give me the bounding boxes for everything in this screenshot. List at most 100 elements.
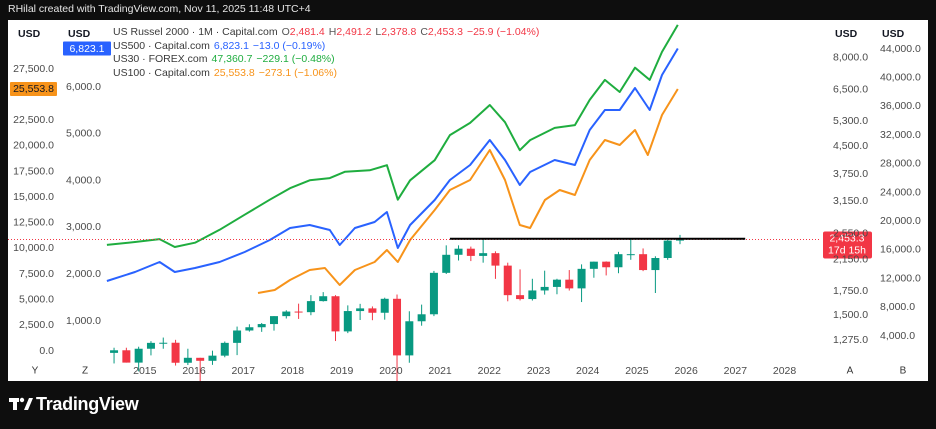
candle-body [368,308,377,313]
y-tick-label: 7,500.0 [19,268,54,280]
x-tick-label: 2028 [773,365,797,377]
x-tick-label: 2016 [182,365,206,377]
candle-body [257,324,266,328]
candle-body [233,330,242,343]
axis-button: A [847,366,854,377]
candle-body [159,342,168,344]
y-tick-label: 40,000.0 [880,71,921,83]
series-line [257,88,679,294]
y-tick-label: 20,000.0 [880,215,921,227]
legend-value: 25,553.8 [213,66,255,79]
legend-row: US100 · Capital.com 25,553.8 −273.1 (−1.06… [113,67,543,81]
y-tick-label: 3,000.0 [66,221,101,233]
candle-body [651,258,660,271]
y-tick-label: 6,500.0 [833,84,868,96]
price-badge [823,231,872,259]
y-tick-label: 1,275.0 [833,334,868,346]
y-tick-label: 27,500.0 [13,63,54,75]
chart-background [8,20,928,381]
candle-body [417,314,426,322]
axis-button: B [900,366,907,377]
legend-change: −13.0 (−0.19%) [252,39,326,52]
candle-body [614,254,623,268]
y-tick-label: 4,000.0 [880,330,915,342]
candle-body [429,272,438,315]
candle-body [405,321,414,356]
axis-title: USD [835,28,858,40]
legend-row: US Russel 2000 · 1M · Capital.com O2,481.… [113,26,543,40]
x-tick-label: 2023 [527,365,551,377]
x-tick-label: 2027 [724,365,748,377]
candle-body [196,357,205,361]
candle-body [134,348,143,363]
candle-body [122,350,131,363]
candle-body [146,342,155,349]
y-tick-label: 1,750.0 [833,285,868,297]
y-tick-label: 15,000.0 [13,191,54,203]
legend-row: US30 · FOREX.com 47,360.7 −229.1 (−0.48%) [113,53,543,67]
candle-body [331,296,340,332]
price-badge [63,41,111,56]
candle-body [466,248,475,256]
candle-body [663,240,672,259]
x-tick-label: 2021 [428,365,452,377]
y-tick-label: 44,000.0 [880,43,921,55]
candle-body [171,342,180,363]
y-tick-label: 2,000.0 [66,268,101,280]
brand-name: TradingView [36,394,139,414]
candle-body [319,296,328,302]
legend-change: −229.1 (−0.48%) [256,53,335,65]
candle-body [343,311,352,332]
x-tick-label: 2024 [576,365,600,377]
ohlc-value: 2,378.8 [381,26,417,38]
x-tick-label: 2019 [330,365,354,377]
candle-body [269,316,278,325]
legend-value: 6,823.1 [213,39,249,52]
x-tick-label: 2015 [133,365,157,377]
candle-body [479,253,488,256]
y-tick-label: 12,000.0 [880,272,921,284]
x-tick-label: 2020 [379,365,403,377]
axis-button: Z [82,366,88,377]
y-tick-label: 36,000.0 [880,100,921,112]
y-tick-label: 3,150.0 [833,195,868,207]
candle-body [577,268,586,289]
ohlc-label: O [281,26,290,38]
y-tick-label: 1,000.0 [66,315,101,327]
candle-body [380,298,389,313]
ohlc-value: 2,481.4 [289,26,325,38]
x-tick-label: 2026 [674,365,698,377]
series-line [106,24,679,248]
y-tick-label: 5,300.0 [833,115,868,127]
y-tick-label: 0.0 [39,345,54,357]
price-badge-label: 2,453.3 [829,232,864,244]
legend: US Russel 2000 · 1M · Capital.com O2,481.… [113,26,543,80]
logo-icon [9,397,33,410]
plot-area [8,24,820,381]
candle-body [675,239,684,241]
x-tick-label: 2025 [625,365,649,377]
candle-body [183,357,192,363]
y-tick-label: 12,500.0 [13,217,54,229]
candle-body [540,286,549,291]
y-tick-label: 28,000.0 [880,158,921,170]
candle-body [602,261,611,268]
y-tick-label: 4,500.0 [833,140,868,152]
legend-name: US100 · Capital.com [113,66,210,79]
candle-body [589,261,598,269]
y-tick-label: 17,500.0 [13,165,54,177]
y-tick-label: 32,000.0 [880,129,921,141]
legend-name: US30 · FOREX.com [113,53,208,65]
credit-text: RHilal created with TradingView.com, Nov… [8,3,311,15]
ohlc-label: C [420,26,428,38]
series-line [106,47,679,282]
candle-body [393,298,402,356]
ohlc-value: 2,453.3 [427,26,463,38]
axis-title: USD [18,28,41,40]
y-tick-label: 2,500.0 [19,319,54,331]
x-tick-label: 2022 [478,365,502,377]
x-tick-label: 2018 [281,365,305,377]
legend-change: −273.1 (−1.06%) [258,66,337,79]
